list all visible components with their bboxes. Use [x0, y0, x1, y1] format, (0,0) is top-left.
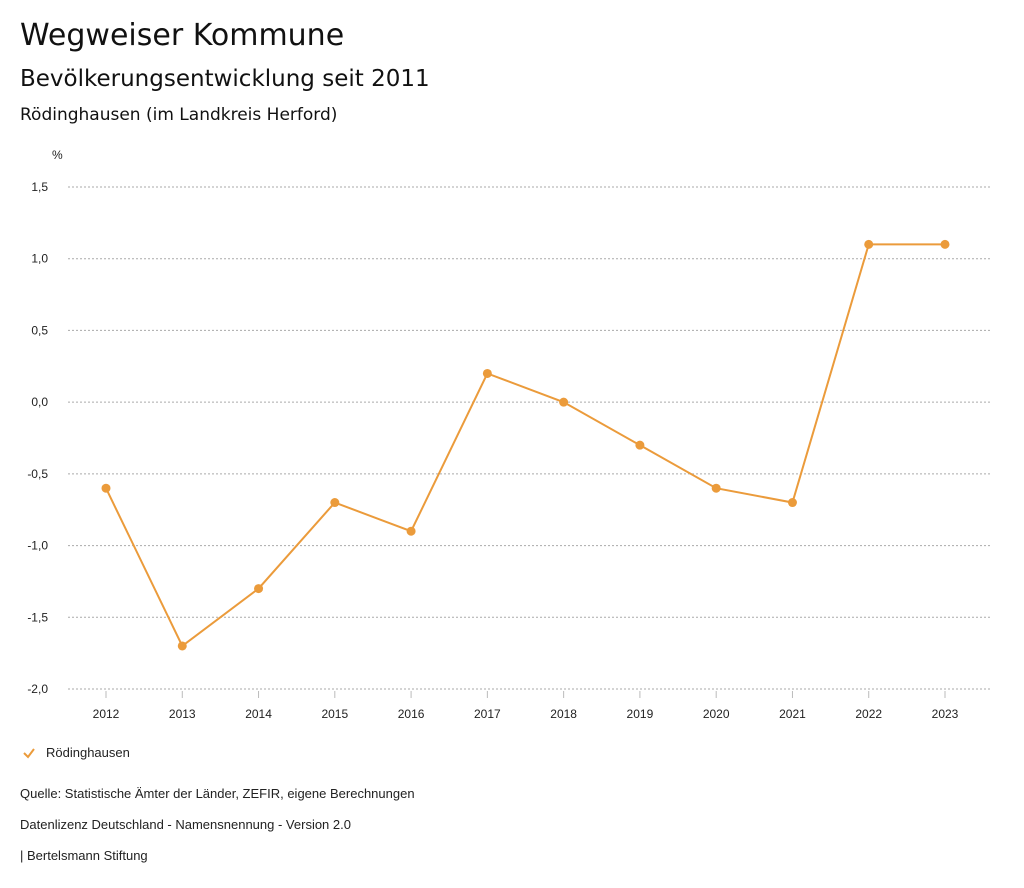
x-tick-label: 2020	[703, 707, 730, 721]
data-point	[864, 239, 874, 249]
x-tick-label: 2017	[474, 707, 501, 721]
data-point	[711, 483, 721, 493]
y-tick-label: -2,0	[27, 682, 48, 696]
data-point	[787, 498, 797, 508]
page-title: Wegweiser Kommune	[20, 18, 345, 53]
x-tick-label: 2013	[169, 707, 196, 721]
x-tick-label: 2016	[398, 707, 425, 721]
y-tick-label: -1,5	[27, 610, 48, 624]
brand-note: | Bertelsmann Stiftung	[20, 848, 148, 863]
x-tick-label: 2022	[855, 707, 882, 721]
data-point	[559, 397, 569, 407]
data-point	[177, 641, 187, 651]
legend-label: Rödinghausen	[46, 745, 130, 760]
x-tick-label: 2012	[93, 707, 120, 721]
check-icon	[23, 747, 35, 759]
y-tick-label: -1,0	[27, 539, 48, 553]
source-note: Quelle: Statistische Ämter der Länder, Z…	[20, 786, 415, 801]
y-tick-label: 1,5	[31, 180, 48, 194]
line-chart: % 1,5 1,0 0,5 0,0 -0,5 -1,0 -1,5 -2,0 2012 2013 201…	[27, 148, 990, 721]
y-tick-label: 0,5	[31, 323, 48, 337]
data-point	[330, 498, 340, 508]
series-line	[105, 243, 945, 648]
x-tick-label: 2021	[779, 707, 806, 721]
legend-item[interactable]: Rödinghausen	[22, 745, 130, 760]
x-tick-label: 2014	[245, 707, 272, 721]
x-tick-label: 2023	[932, 707, 959, 721]
chart-subtitle: Bevölkerungsentwicklung seit 2011	[20, 66, 430, 92]
data-point	[406, 526, 416, 536]
license-note: Datenlizenz Deutschland - Namensnennung …	[20, 817, 351, 832]
y-tick-label: -0,5	[27, 467, 48, 481]
data-point	[254, 584, 264, 594]
y-axis-unit: %	[52, 148, 63, 162]
x-tick-label: 2019	[627, 707, 654, 721]
region-label: Rödinghausen (im Landkreis Herford)	[20, 105, 338, 125]
y-tick-label: 0,0	[31, 395, 48, 409]
y-tick-label: 1,0	[31, 252, 48, 266]
data-point	[940, 239, 950, 249]
data-point	[482, 368, 492, 378]
data-point	[101, 483, 111, 493]
x-tick-label: 2015	[321, 707, 348, 721]
data-point	[635, 440, 645, 450]
x-tick-label: 2018	[550, 707, 577, 721]
